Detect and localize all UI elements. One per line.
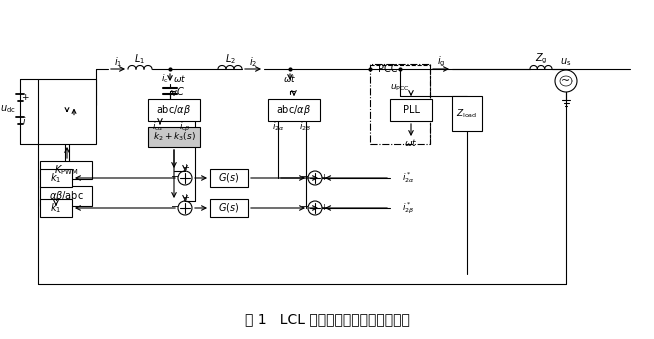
Text: $i_{2\alpha}$: $i_{2\alpha}$ (271, 121, 284, 133)
Bar (40, 199, 72, 217)
Text: i: i (23, 117, 26, 125)
Text: $i_{{\rm c}\beta}$: $i_{{\rm c}\beta}$ (179, 120, 191, 134)
Text: PCC: PCC (378, 64, 398, 74)
Bar (38, 79, 96, 144)
Text: +: + (320, 202, 328, 212)
Text: PLL: PLL (402, 105, 419, 115)
Bar (40, 169, 72, 187)
Text: $K_{\rm PWM}$: $K_{\rm PWM}$ (54, 163, 78, 177)
Text: $k_1$: $k_1$ (50, 201, 61, 215)
Text: $Z_{\rm load}$: $Z_{\rm load}$ (456, 107, 477, 120)
Text: $G(s)$: $G(s)$ (218, 201, 239, 215)
Text: −: − (171, 172, 179, 182)
Text: $u_{\rm s}$: $u_{\rm s}$ (560, 56, 572, 68)
Text: $L_1$: $L_1$ (135, 52, 146, 66)
Text: $u_{\rm dc}$: $u_{\rm dc}$ (0, 103, 16, 115)
Text: +: + (21, 93, 29, 101)
Text: $Z_{\rm g}$: $Z_{\rm g}$ (535, 52, 547, 66)
Text: $k_2+k_3(s)$: $k_2+k_3(s)$ (152, 131, 196, 143)
Text: $i_1$: $i_1$ (114, 55, 122, 69)
Text: abc/$\alpha\beta$: abc/$\alpha\beta$ (277, 103, 311, 117)
Bar (210, 199, 248, 217)
Text: $G(s)$: $G(s)$ (218, 172, 239, 184)
Bar (148, 99, 200, 121)
Text: $i_{2\beta}$: $i_{2\beta}$ (299, 120, 311, 134)
Text: $k_1$: $k_1$ (50, 171, 61, 185)
Text: −: − (301, 172, 309, 182)
Text: $i_{{\rm c}\alpha}$: $i_{{\rm c}\alpha}$ (152, 121, 164, 133)
Text: $\alpha\beta$/abc: $\alpha\beta$/abc (48, 189, 84, 203)
Text: ~: ~ (561, 76, 571, 86)
Bar (452, 96, 482, 131)
Text: $i^*_{2\beta}$: $i^*_{2\beta}$ (402, 200, 414, 216)
Bar (148, 127, 200, 147)
Bar (268, 99, 320, 121)
Bar (40, 161, 92, 179)
Text: $\omega t$: $\omega t$ (404, 138, 418, 148)
Text: $C$: $C$ (176, 85, 184, 97)
Text: +: + (182, 163, 190, 173)
Text: +: + (182, 194, 190, 202)
Text: −: − (171, 202, 179, 212)
Text: $u_{\rm PCC}$: $u_{\rm PCC}$ (390, 83, 410, 93)
Bar (390, 99, 432, 121)
Bar (370, 64, 430, 144)
Text: $i_{\rm c}$: $i_{\rm c}$ (161, 73, 169, 85)
Bar (40, 186, 92, 206)
Text: 图 1   LCL 型三相逆变器并网电路拓扑: 图 1 LCL 型三相逆变器并网电路拓扑 (245, 312, 409, 326)
Text: $i_{\rm g}$: $i_{\rm g}$ (437, 55, 445, 69)
Text: $i^*_{2\alpha}$: $i^*_{2\alpha}$ (402, 171, 415, 185)
Text: $\omega t$: $\omega t$ (283, 74, 297, 84)
Bar (210, 169, 248, 187)
Text: +: + (320, 173, 328, 181)
Text: $\omega t$: $\omega t$ (173, 74, 186, 84)
Text: $i_2$: $i_2$ (249, 55, 257, 69)
Text: abc/$\alpha\beta$: abc/$\alpha\beta$ (156, 103, 192, 117)
Text: −: − (301, 202, 309, 212)
Text: $L_2$: $L_2$ (224, 52, 235, 66)
